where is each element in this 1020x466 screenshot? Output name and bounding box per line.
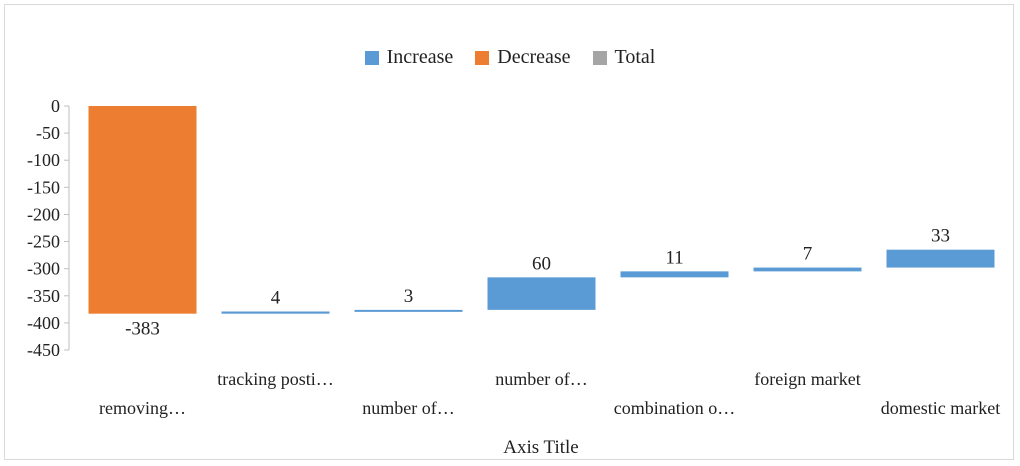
increase-bar [753, 267, 862, 272]
data-label: 33 [931, 226, 950, 247]
decrease-bar [88, 106, 197, 314]
legend-swatch-total [592, 50, 607, 65]
increase-bar [354, 309, 463, 312]
category-label: combination o… [614, 398, 735, 418]
legend-entry-decrease: Decrease [475, 46, 571, 69]
y-tick-label: -300 [27, 259, 60, 279]
data-label: 3 [404, 286, 414, 307]
y-tick-label: -250 [27, 232, 60, 252]
legend-entry-total: Total [592, 46, 656, 69]
increase-bar [886, 249, 995, 268]
category-label: number of… [495, 369, 587, 389]
category-label: domestic market [881, 398, 1000, 418]
y-tick-label: -450 [27, 340, 60, 360]
category-label: foreign market [754, 369, 860, 389]
data-label: -383 [125, 319, 160, 340]
increase-bar [487, 277, 596, 310]
y-tick-label: -400 [27, 313, 60, 333]
x-axis-categories: removing… tracking posti… number of… number… [99, 369, 1000, 418]
category-label: number of… [362, 398, 454, 418]
legend-entry-increase: Increase [364, 46, 454, 69]
data-label: 11 [665, 247, 683, 268]
bars [88, 106, 995, 314]
legend-label-total: Total [614, 46, 656, 68]
legend-label-increase: Increase [386, 46, 454, 68]
x-axis-title: Axis Title [503, 437, 579, 458]
y-tick-label: 0 [51, 96, 60, 116]
chart-legend: Increase Decrease Total [0, 46, 1020, 69]
y-tick-label: -350 [27, 286, 60, 306]
y-tick-label: -100 [27, 150, 60, 170]
data-label: 4 [271, 288, 281, 309]
legend-swatch-increase [364, 50, 379, 65]
y-tick-label: -200 [27, 204, 60, 224]
category-label: tracking posti… [217, 369, 333, 389]
y-tick-label: -150 [27, 177, 60, 197]
data-label: 7 [803, 244, 813, 265]
increase-bar [620, 271, 729, 278]
category-label: removing… [99, 398, 186, 418]
y-axis: 0 -50 -100 -150 -200 -250 -300 -350 -400 -450 [27, 96, 70, 360]
legend-swatch-decrease [475, 50, 490, 65]
y-tick-label: -50 [36, 123, 60, 143]
increase-bar [221, 311, 330, 314]
legend-label-decrease: Decrease [497, 46, 571, 68]
data-label: 60 [532, 253, 551, 274]
